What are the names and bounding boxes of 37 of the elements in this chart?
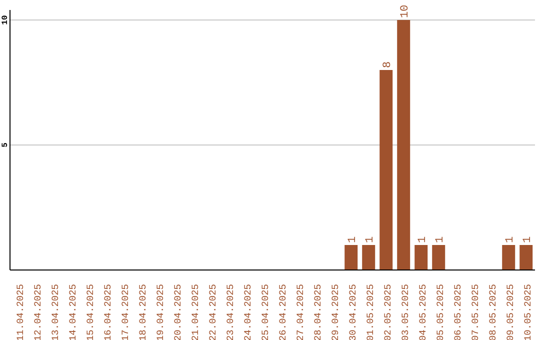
x-tick-label: 29.04.2025 (330, 284, 341, 340)
x-tick-label: 28.04.2025 (312, 284, 324, 340)
bar (380, 70, 393, 270)
data-label: 1 (417, 236, 430, 243)
bar (414, 245, 428, 270)
x-tick-label: 18.04.2025 (137, 284, 148, 340)
bar (362, 245, 376, 270)
bar (397, 20, 410, 270)
bar (344, 245, 358, 270)
x-tick-label: 13.04.2025 (50, 284, 61, 340)
data-label: 1 (504, 236, 517, 243)
x-tick-label: 14.04.2025 (67, 284, 78, 340)
x-tick-label: 25.04.2025 (260, 284, 271, 340)
x-tick-label: 16.04.2025 (102, 284, 114, 340)
x-tick-label: 27.04.2025 (294, 284, 306, 340)
x-tick-label: 20.04.2025 (172, 284, 184, 340)
x-tick-label: 26.04.2025 (277, 284, 288, 340)
bar (520, 245, 533, 270)
data-label: 1 (434, 236, 447, 243)
x-tick-label: 21.04.2025 (190, 284, 201, 340)
bar (502, 245, 516, 270)
x-tick-label: 22.04.2025 (207, 284, 218, 340)
data-label: 1 (347, 236, 360, 243)
x-tick-label: 23.04.2025 (224, 284, 236, 340)
x-tick-label: 11.04.2025 (14, 284, 26, 340)
x-tick-label: 17.04.2025 (120, 284, 131, 340)
data-label: 1 (364, 236, 377, 243)
data-label: 1 (522, 236, 534, 243)
x-tick-label: 24.04.2025 (242, 284, 254, 340)
x-tick-label: 19.04.2025 (154, 284, 166, 340)
x-tick-label: 12.04.2025 (32, 284, 44, 340)
x-tick-label: 15.04.2025 (84, 284, 96, 340)
y-tick-label: 5 (1, 142, 10, 148)
bar (432, 245, 446, 270)
data-label: 10 (400, 4, 412, 18)
data-label: 8 (382, 61, 394, 68)
x-tick-label: 10.05.2025 (522, 284, 534, 340)
